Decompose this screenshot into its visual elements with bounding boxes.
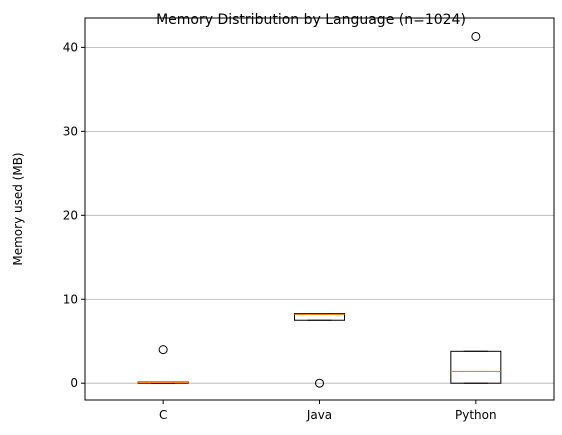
y-tick-label: 30 xyxy=(63,124,78,138)
x-tick-label: Java xyxy=(306,408,332,422)
y-tick-label: 0 xyxy=(70,376,78,390)
plot-frame xyxy=(84,17,555,401)
iqr-box xyxy=(294,313,345,321)
y-axis-label: Memory used (MB) xyxy=(11,152,25,265)
chart-title: Memory Distribution by Language (n=1024) xyxy=(156,12,466,28)
box-c xyxy=(137,345,189,384)
iqr-box xyxy=(450,350,502,384)
outlier-point xyxy=(471,31,481,41)
outlier-point xyxy=(315,378,324,388)
outlier-point xyxy=(158,345,168,355)
boxes-layer xyxy=(137,31,502,388)
y-tick-label: 40 xyxy=(63,40,78,54)
x-axis: C Java Python xyxy=(159,400,497,422)
y-tick-label: 10 xyxy=(63,292,78,306)
box-java xyxy=(294,313,345,388)
y-axis: 0 10 20 30 40 xyxy=(63,40,85,390)
x-tick-label: Python xyxy=(455,408,497,422)
grid-layer xyxy=(85,46,554,384)
y-tick-label: 20 xyxy=(63,208,78,222)
x-tick-label: C xyxy=(159,408,167,422)
box-python xyxy=(450,31,502,384)
